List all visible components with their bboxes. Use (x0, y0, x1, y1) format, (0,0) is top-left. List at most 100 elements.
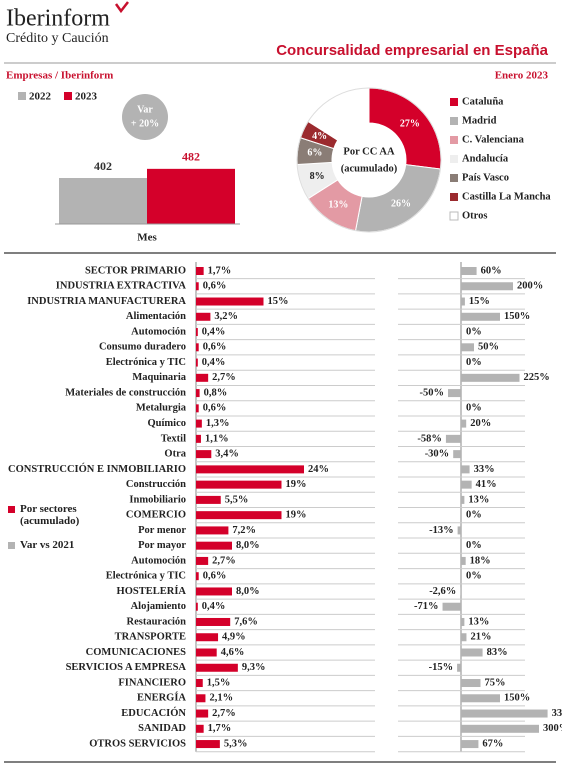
value-label: 0,6% (203, 571, 227, 582)
bar (196, 480, 282, 489)
bar (461, 297, 465, 306)
row-label: COMERCIO (126, 510, 186, 521)
bar (196, 328, 198, 337)
legend-label: 2022 (29, 91, 52, 103)
legend-swatch (450, 136, 458, 144)
bar (196, 617, 231, 626)
bar (196, 282, 199, 291)
value-label: 0% (466, 540, 482, 551)
row-label: Por mayor (138, 540, 186, 551)
row-label: CONSTRUCCIÓN E INMOBILIARIO (8, 463, 186, 475)
bar (196, 343, 199, 352)
annotation: + 20% (131, 118, 159, 129)
value-label: 300% (543, 723, 562, 734)
bar (196, 679, 203, 688)
bar (461, 373, 520, 382)
value-label: 2,7% (212, 708, 236, 719)
bar (196, 633, 219, 642)
slice-label: 26% (391, 198, 411, 209)
source: Empresas / Iberinform (6, 70, 113, 82)
value-label: 150% (504, 311, 530, 322)
value-label: 0% (466, 571, 482, 582)
row-label: SANIDAD (138, 723, 186, 734)
bar (196, 648, 217, 657)
logo-mark (114, 1, 129, 14)
value-label: 50% (478, 342, 499, 353)
bar (461, 633, 467, 642)
bar (196, 450, 212, 459)
row-label: Alojamiento (131, 601, 186, 612)
legend-label: Andalucía (462, 153, 509, 164)
row-label: OTROS SERVICIOS (89, 738, 186, 749)
bar (457, 526, 461, 535)
slice-label: 27% (400, 118, 420, 129)
bar (442, 602, 461, 611)
row-label: Textil (161, 433, 186, 444)
value-label: 5,3% (224, 738, 248, 749)
bar (457, 663, 461, 672)
bar (196, 541, 232, 550)
value-label: 13% (468, 494, 489, 505)
bar (196, 389, 200, 398)
annotation-bubble (122, 94, 168, 140)
value-label: 18% (470, 555, 491, 566)
legend-swatch (8, 542, 15, 549)
bar (196, 267, 204, 275)
row-label: Restauración (127, 616, 187, 627)
value-label: 0,4% (202, 601, 226, 612)
bar (196, 602, 198, 611)
value-label: 21% (470, 632, 491, 643)
x-tick-label: Mes (137, 232, 157, 244)
bar (461, 419, 467, 428)
value-label: -15% (429, 662, 454, 673)
value-label: 0,6% (203, 403, 227, 414)
sector-legend: Por sectores (acumulado) Var vs 2021 (8, 503, 108, 563)
value-label: 4,6% (221, 647, 245, 658)
row-label: Construcción (126, 479, 186, 490)
value-label: 150% (504, 693, 530, 704)
value-label: 0,6% (203, 281, 227, 292)
row-label: COMUNICACIONES (86, 647, 187, 658)
value-label: 1,3% (206, 418, 230, 429)
bar (461, 556, 466, 565)
legend-item: Por sectores (acumulado) (8, 503, 108, 527)
value-label: 33% (474, 464, 495, 475)
value-label: 3,4% (215, 449, 239, 460)
center-label: (acumulado) (341, 163, 398, 174)
value-label: 67% (482, 738, 503, 749)
bar (445, 434, 461, 443)
bar (461, 740, 479, 749)
value-label: 402 (94, 159, 112, 173)
bar (461, 617, 465, 626)
bar (196, 297, 264, 306)
value-label: 0% (466, 510, 482, 521)
bar (59, 178, 147, 224)
value-label: 15% (469, 296, 490, 307)
value-label: 200% (517, 281, 543, 292)
bar (196, 312, 211, 321)
value-label: 2,1% (209, 693, 233, 704)
brand-subtitle: Crédito y Caución (6, 31, 109, 46)
legend-swatch (8, 506, 15, 513)
bar (196, 419, 202, 428)
bar (460, 587, 461, 596)
legend-label: Var vs 2021 (20, 539, 75, 551)
bar (461, 495, 465, 504)
bar (196, 373, 209, 382)
value-label: 0,4% (202, 326, 226, 337)
value-label: 0,6% (203, 342, 227, 353)
legend-swatch (450, 117, 458, 125)
row-label: Automoción (131, 326, 186, 337)
bar (461, 480, 472, 489)
legend-swatch (450, 193, 458, 201)
bar (461, 724, 539, 733)
value-label: 60% (481, 265, 502, 276)
bar (448, 389, 461, 398)
bar (196, 556, 209, 565)
row-label: EDUCACIÓN (121, 707, 186, 719)
bar (461, 282, 513, 291)
value-label: 20% (470, 418, 491, 429)
value-label: 0% (466, 357, 482, 368)
value-label: 225% (524, 372, 550, 383)
